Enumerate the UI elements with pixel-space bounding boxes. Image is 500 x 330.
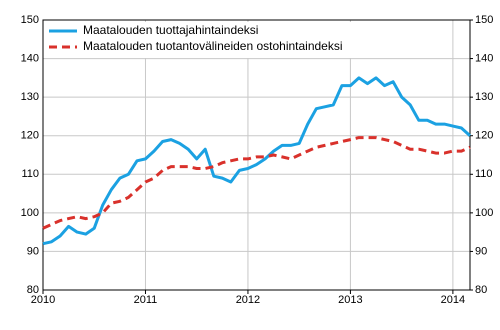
plot-frame [42,19,471,291]
legend-label: Maatalouden tuottajahintaindeksi [83,23,258,37]
legend-box [45,22,365,58]
x-tick-label: 2010 [31,294,55,306]
y2-tick-label: 110 [475,168,493,180]
series-line [42,136,471,230]
x-tick-label: 2014 [441,294,465,306]
y-tick-label: 150 [21,14,39,26]
y2-tick-label: 80 [475,284,487,296]
y-tick-label: 110 [21,168,39,180]
y2-tick-label: 140 [475,52,493,64]
y-tick-label: 90 [27,245,39,257]
series-line [42,76,472,246]
y2-tick-label: 90 [475,245,487,257]
x-tick-label: 2012 [236,294,260,306]
legend-label: Maatalouden tuotantovälineiden ostohinta… [83,39,343,53]
y-tick-label: 120 [21,130,39,142]
y-tick-label: 140 [21,52,39,64]
x-tick-label: 2011 [134,294,158,306]
y2-tick-label: 120 [475,130,493,142]
y-tick-label: 80 [27,284,39,296]
y2-tick-label: 130 [475,91,493,103]
y2-tick-label: 150 [475,14,493,26]
y2-tick-label: 100 [475,207,493,219]
x-tick-label: 2013 [338,294,362,306]
y-tick-label: 100 [21,207,39,219]
y-tick-label: 130 [21,91,39,103]
